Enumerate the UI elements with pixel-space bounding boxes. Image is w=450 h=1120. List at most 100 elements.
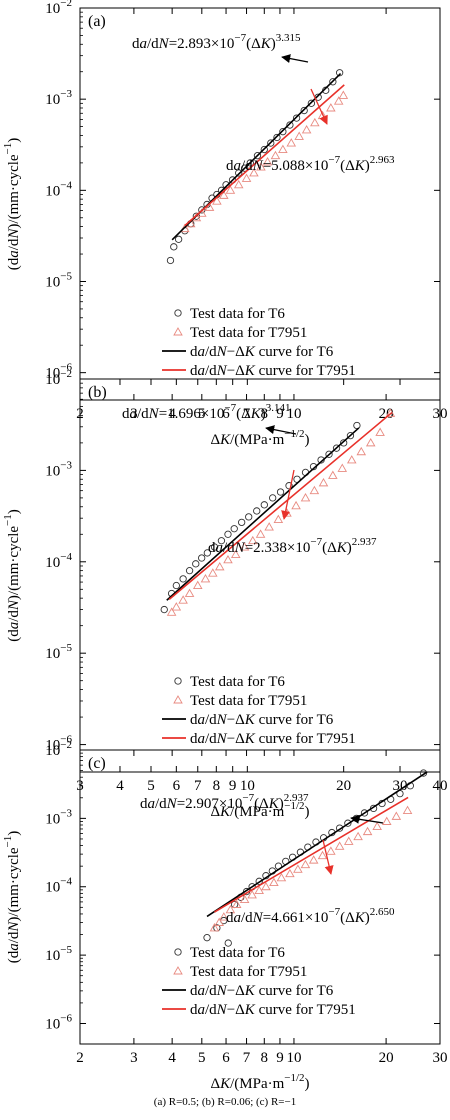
t7951-data-point (333, 96, 344, 105)
x-tick-label: 5 (198, 406, 206, 422)
t7951-data-point (231, 899, 242, 908)
t6-data-point (172, 581, 180, 590)
legend: Test data for T6 Test data for T7951 da/dN… (162, 306, 356, 379)
t7951-data-point (381, 816, 392, 825)
t7951-data-point (184, 588, 195, 597)
t6-data-point (174, 235, 183, 243)
y-tick-label: 10−5 (45, 270, 72, 290)
t7951-data-point (233, 179, 244, 189)
t6-fit-line (206, 771, 428, 918)
t6-data-point (255, 877, 263, 885)
plot-frame (79, 378, 441, 773)
x-axis-label: ΔK/(MPa·m−1/2) (210, 428, 309, 448)
t7951-data-point (300, 493, 311, 502)
legend-t6-marker (174, 309, 182, 317)
t6-data-point (260, 501, 268, 509)
t6-data-point (300, 106, 308, 115)
x-axis-label: ΔK/(MPa·m−1/2) (210, 1072, 309, 1092)
t6-data-point (340, 439, 348, 447)
t7951-fit-line (214, 796, 409, 913)
x-tick-label: 7 (243, 406, 251, 422)
t6-data-point (160, 605, 168, 614)
x-tick-label: 6 (222, 1050, 230, 1066)
t7951-data-point (269, 877, 279, 887)
t7951-data-point (262, 156, 273, 166)
equation-annotation-t6: da/dN=2.893×10−7(ΔK)3.315 (132, 32, 301, 52)
t6-data-point (245, 513, 253, 521)
equation-annotation-t6: da/dN=2.907×10−7(ΔK)2.937 (140, 792, 309, 812)
t7951-data-point (353, 831, 363, 841)
t7951-data-point (402, 805, 413, 815)
legend: Test data for T6 Test data for T7951 da/dN… (162, 674, 356, 747)
t6-data-point (235, 169, 243, 177)
t7951-data-point (318, 477, 329, 487)
y-tick-label: 10−6 (45, 734, 72, 754)
t7951-data-point (219, 190, 229, 199)
t6-annotation-arrow (281, 54, 309, 64)
t6-data-point (276, 488, 285, 496)
y-axis-label: (da/dN)/(mm·cycle−1) (2, 138, 22, 271)
t7951-data-point (239, 894, 250, 903)
x-tick-label: 10 (286, 1050, 301, 1066)
t6-data-point (285, 482, 293, 490)
x-tick-label: 2 (76, 1050, 84, 1066)
t7951-data-point (249, 168, 259, 177)
plot-frame (79, 7, 441, 401)
t7951-data-point (261, 881, 271, 891)
t7951-data-point (362, 826, 373, 836)
y-tick-label: 10−4 (45, 551, 72, 571)
t6-fit-line (166, 427, 360, 601)
y-tick-label: 10−4 (45, 179, 72, 199)
t7951-data-point (254, 885, 264, 894)
t6-data-point (203, 934, 211, 942)
t7951-data-point (208, 568, 218, 577)
y-tick-label: 10−4 (45, 876, 72, 896)
t6-data-point (292, 114, 301, 122)
t6-data-point (240, 164, 249, 172)
chart-panel-3: 2 3 4 5 6 7 8 9 10 20 3010−610−510−410−310−2ΔK/(MP… (2, 739, 448, 1092)
t6-data-point (332, 444, 341, 452)
legend-label: Test data for T7951 (190, 964, 307, 980)
t7951-data-point (372, 821, 382, 830)
t7951-data-point (385, 408, 396, 417)
x-tick-label: 8 (261, 406, 269, 422)
t6-data-point (273, 133, 281, 142)
legend-label: da/dN−ΔK curve for T7951 (190, 731, 356, 747)
y-tick-label: 10−5 (45, 642, 72, 662)
t6-data-point (198, 554, 206, 562)
t7951-data-point (328, 470, 338, 479)
t7951-data-point (286, 138, 297, 147)
x-tick-label: 10 (286, 406, 301, 422)
t6-data-point (170, 243, 178, 251)
x-tick-label: 20 (379, 1050, 394, 1066)
legend-label: Test data for T6 (190, 306, 285, 322)
t7951-data-point (276, 872, 287, 882)
t7951-data-point (326, 103, 336, 112)
t7951-data-point (338, 90, 349, 99)
legend-label: da/dN−ΔK curve for T6 (190, 712, 334, 728)
t7951-data-point (346, 455, 357, 464)
t6-data-point (210, 543, 219, 551)
t7951-data-point (337, 463, 348, 472)
t7951-data-point (178, 595, 188, 604)
t6-data-point (307, 99, 316, 107)
t7951-data-point (212, 196, 222, 205)
t6-data-point (198, 206, 206, 214)
x-tick-label: 3 (130, 1050, 138, 1066)
x-tick-label: 6 (222, 406, 230, 422)
equation-annotation-t7951: da/dN=2.338×10−7(ΔK)2.937 (208, 536, 377, 556)
t7951-data-point (356, 446, 367, 456)
t6-annotation-arrow (350, 814, 384, 824)
t7951-data-point (309, 485, 320, 495)
t6-data-point (203, 549, 211, 557)
y-axis-label: (da/dN)/(mm·cycle−1) (2, 831, 22, 964)
t7951-data-point (391, 811, 402, 820)
t7951-data-point (278, 144, 288, 154)
t6-data-point (222, 181, 230, 189)
legend-label: da/dN−ΔK curve for T6 (190, 344, 334, 360)
t7951-fit-line (184, 84, 345, 227)
t6-data-point (166, 256, 175, 265)
t7951-data-point (301, 124, 312, 134)
t7951-data-point (171, 602, 182, 611)
x-tick-label: 7 (194, 778, 202, 794)
